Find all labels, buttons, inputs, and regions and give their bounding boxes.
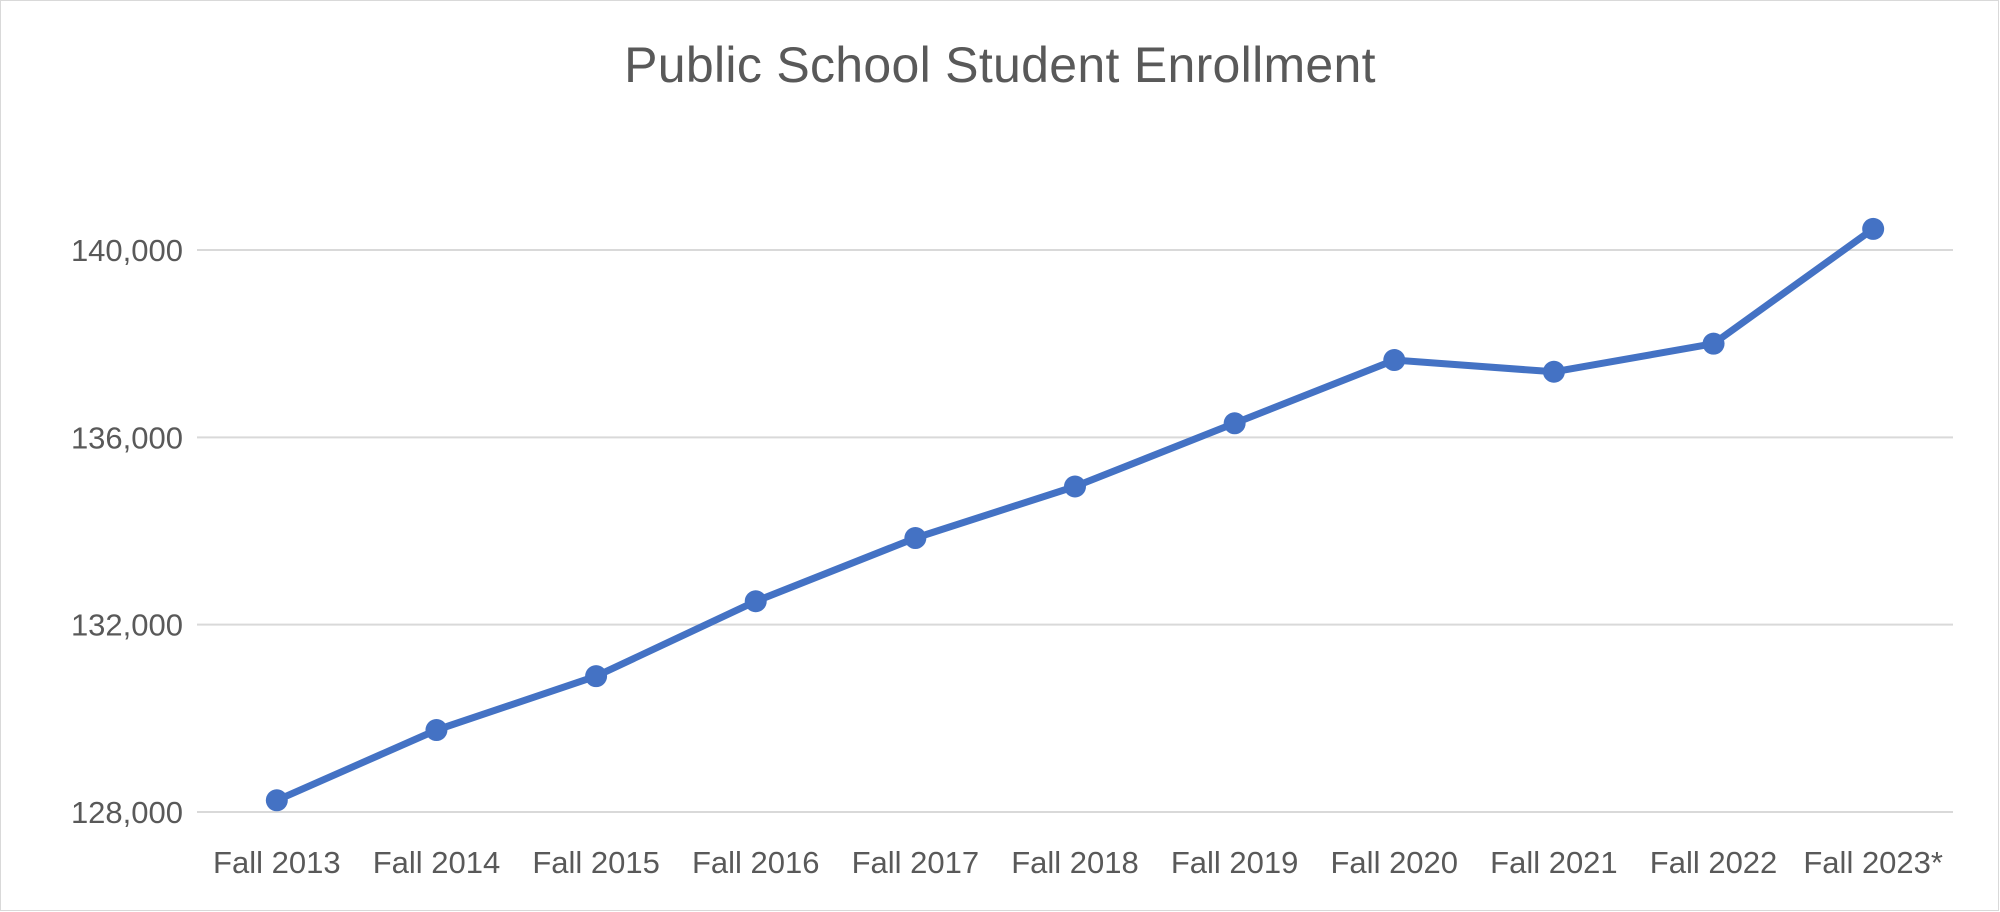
y-tick-label: 136,000 bbox=[71, 420, 183, 455]
x-tick-label: Fall 2018 bbox=[1011, 845, 1139, 880]
x-tick-label: Fall 2021 bbox=[1490, 845, 1618, 880]
data-point bbox=[744, 590, 767, 613]
data-point bbox=[265, 789, 288, 812]
gridlines bbox=[197, 249, 1953, 813]
x-tick-label: Fall 2022 bbox=[1650, 845, 1778, 880]
x-tick-label: Fall 2023* bbox=[1803, 845, 1943, 880]
x-axis-ticks: Fall 2013 Fall 2014 Fall 2015 Fall 2016 Fall… bbox=[213, 845, 1943, 880]
y-tick-label: 128,000 bbox=[71, 795, 183, 830]
data-point bbox=[1862, 217, 1885, 240]
x-tick-label: Fall 2015 bbox=[532, 845, 660, 880]
data-point bbox=[1702, 332, 1725, 355]
series-line bbox=[273, 225, 1877, 804]
x-tick-label: Fall 2020 bbox=[1331, 845, 1459, 880]
data-point bbox=[904, 527, 927, 550]
y-axis-ticks: 128,000 132,000 136,000 140,000 bbox=[71, 233, 183, 830]
x-tick-label: Fall 2013 bbox=[213, 845, 341, 880]
chart-title: Public School Student Enrollment bbox=[624, 37, 1376, 93]
x-tick-label: Fall 2016 bbox=[692, 845, 820, 880]
data-point bbox=[425, 719, 448, 742]
x-tick-label: Fall 2017 bbox=[852, 845, 980, 880]
y-tick-label: 140,000 bbox=[71, 233, 183, 268]
data-point bbox=[1383, 349, 1406, 372]
data-point bbox=[1542, 360, 1565, 383]
x-tick-label: Fall 2019 bbox=[1171, 845, 1299, 880]
y-tick-label: 132,000 bbox=[71, 608, 183, 643]
x-tick-label: Fall 2014 bbox=[373, 845, 501, 880]
data-point bbox=[1064, 475, 1086, 498]
data-point bbox=[585, 665, 608, 688]
data-point bbox=[1223, 412, 1246, 435]
series-layer bbox=[265, 217, 1885, 812]
